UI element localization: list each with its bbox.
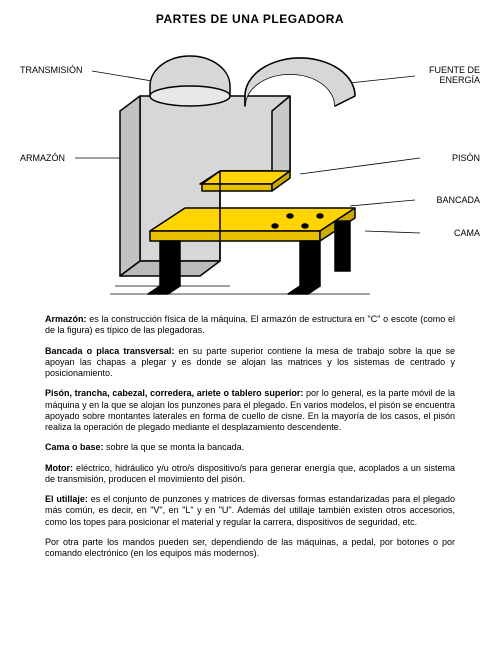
def-bancada: Bancada o placa transversal: en su parte… bbox=[45, 346, 455, 380]
def-mandos: Por otra parte los mandos pueden ser, de… bbox=[45, 537, 455, 560]
label-pison: PISÓN bbox=[420, 154, 480, 164]
label-bancada: BANCADA bbox=[420, 196, 480, 206]
label-armazon: ARMAZÓN bbox=[20, 154, 80, 164]
def-utillaje: El utillaje: es el conjunto de punzones … bbox=[45, 494, 455, 528]
definitions-block: Armazón: es la construcción física de la… bbox=[20, 314, 480, 559]
label-fuente: FUENTE DE ENERGÍA bbox=[410, 66, 480, 86]
label-transmision: TRANSMISIÓN bbox=[20, 66, 95, 76]
page-title: PARTES DE UNA PLEGADORA bbox=[20, 12, 480, 26]
def-cama: Cama o base: sobre la que se monta la ba… bbox=[45, 442, 455, 453]
def-armazon: Armazón: es la construcción física de la… bbox=[45, 314, 455, 337]
label-cama: CAMA bbox=[420, 229, 480, 239]
def-pison: Pisón, trancha, cabezal, corredera, arie… bbox=[45, 388, 455, 433]
machine-diagram: TRANSMISIÓN FUENTE DE ENERGÍA ARMAZÓN PI… bbox=[20, 36, 480, 306]
def-motor: Motor: eléctrico, hidráulico y/u otro/s … bbox=[45, 463, 455, 486]
